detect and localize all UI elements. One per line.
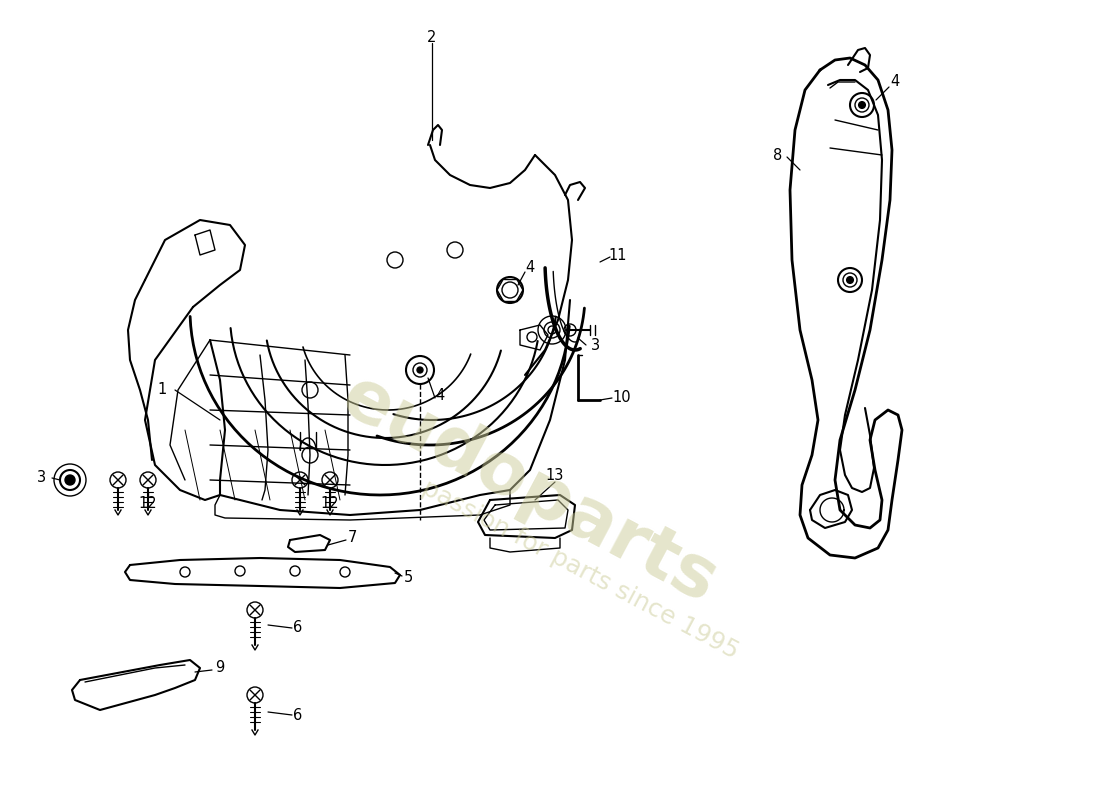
Text: 13: 13: [546, 467, 564, 482]
Text: 6: 6: [294, 621, 302, 635]
Text: 1: 1: [157, 382, 166, 398]
Text: 10: 10: [613, 390, 631, 406]
Text: 12: 12: [321, 495, 339, 510]
Text: 4: 4: [436, 387, 444, 402]
Text: 5: 5: [404, 570, 412, 586]
Text: 4: 4: [890, 74, 900, 90]
Text: 12: 12: [139, 495, 157, 510]
Text: 3: 3: [591, 338, 600, 353]
Circle shape: [417, 367, 424, 373]
Text: 4: 4: [526, 261, 535, 275]
Text: 8: 8: [773, 147, 782, 162]
Text: 3: 3: [37, 470, 46, 486]
Text: 6: 6: [294, 707, 302, 722]
Circle shape: [847, 277, 852, 283]
Text: eudoparts: eudoparts: [330, 362, 729, 618]
Text: 9: 9: [216, 661, 224, 675]
Text: 11: 11: [608, 247, 627, 262]
Text: 2: 2: [427, 30, 437, 46]
Text: 7: 7: [348, 530, 356, 545]
Circle shape: [859, 102, 865, 108]
Text: passion for parts since 1995: passion for parts since 1995: [418, 476, 742, 664]
Circle shape: [65, 475, 75, 485]
